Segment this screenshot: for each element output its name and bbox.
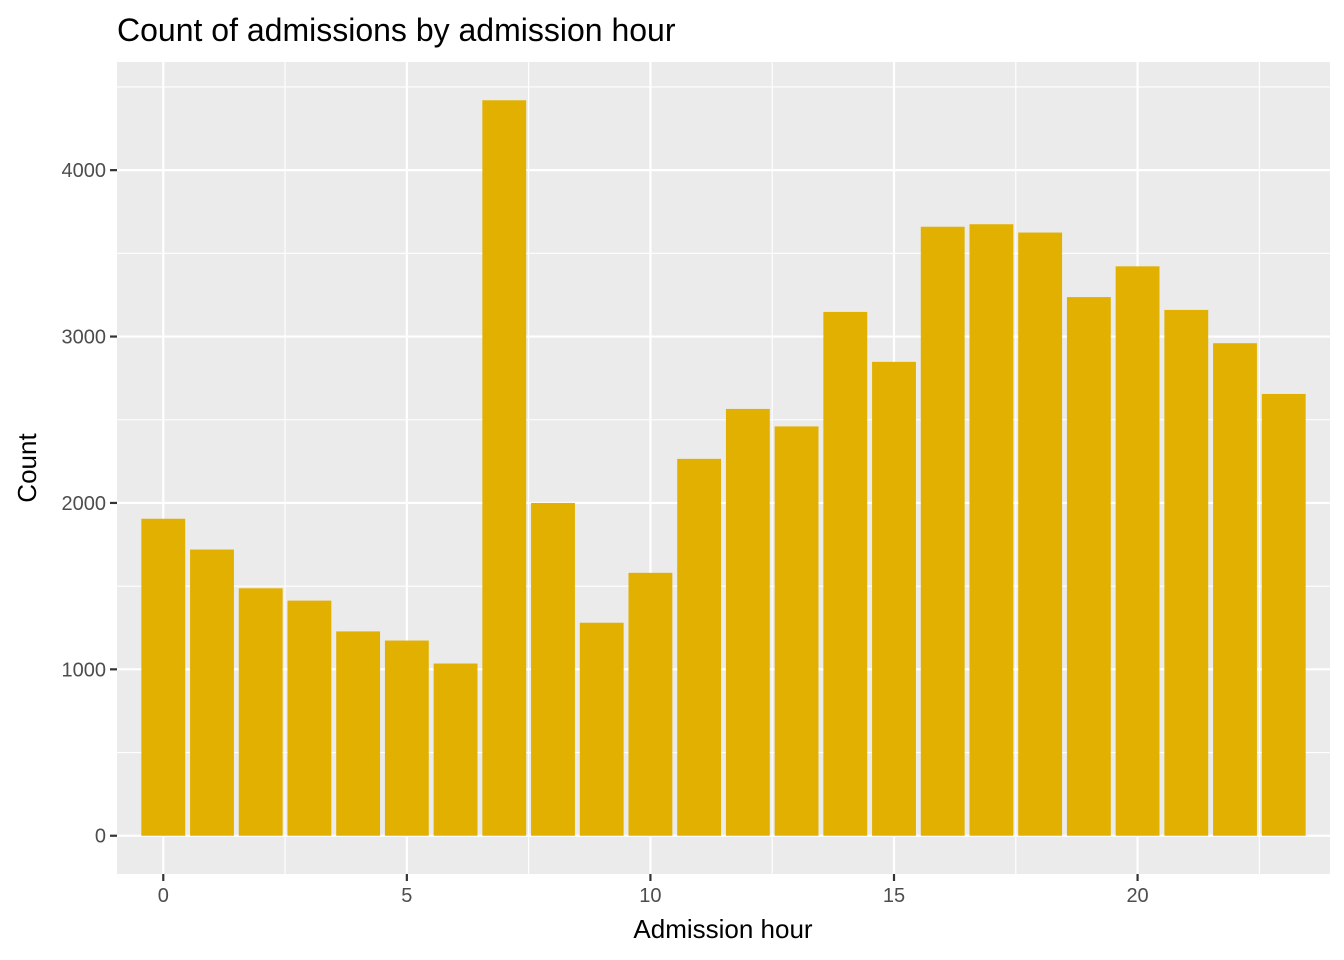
x-tick-label: 0 [158,885,169,907]
bar-hour-4 [336,631,381,836]
bar-hour-9 [579,622,624,836]
bar-hour-14 [823,311,868,836]
x-tick-label: 5 [401,885,412,907]
bar-hour-2 [238,588,283,836]
x-axis-label: Admission hour [633,914,813,944]
bar-hour-5 [384,640,429,836]
y-axis: 0 1000 2000 3000 4000 [62,160,117,848]
y-tick-label: 2000 [62,493,107,515]
bar-hour-23 [1261,393,1306,836]
bar-hour-10 [628,572,673,836]
x-tick-label: 10 [639,885,661,907]
bar-hour-19 [1066,297,1111,836]
bar-hour-20 [1115,266,1160,836]
bars [141,100,1306,836]
bar-hour-3 [287,600,332,836]
chart-title: Count of admissions by admission hour [117,12,676,48]
minor-gridlines [117,62,1330,874]
bar-hour-22 [1213,343,1257,836]
y-tick-label: 3000 [62,327,107,349]
y-tick-label: 4000 [62,160,107,182]
x-axis: 0 5 10 15 20 [158,874,1149,907]
x-tick-label: 15 [883,885,905,907]
bar-hour-13 [774,426,819,836]
bar-hour-21 [1164,309,1209,836]
x-tick-label: 20 [1126,885,1148,907]
bar-hour-15 [872,361,916,836]
bar-hour-7 [482,100,527,836]
y-tick-label: 0 [95,826,106,848]
bar-hour-8 [531,502,575,836]
bar-hour-6 [433,663,478,836]
bar-hour-11 [677,458,722,836]
bar-hour-16 [920,226,965,836]
bar-hour-18 [1018,232,1063,836]
bar-hour-1 [190,549,234,836]
y-axis-label: Count [12,433,42,503]
bar-hour-17 [969,224,1014,836]
bar-hour-12 [725,408,770,836]
y-tick-label: 1000 [62,659,107,681]
bar-hour-0 [141,518,186,836]
